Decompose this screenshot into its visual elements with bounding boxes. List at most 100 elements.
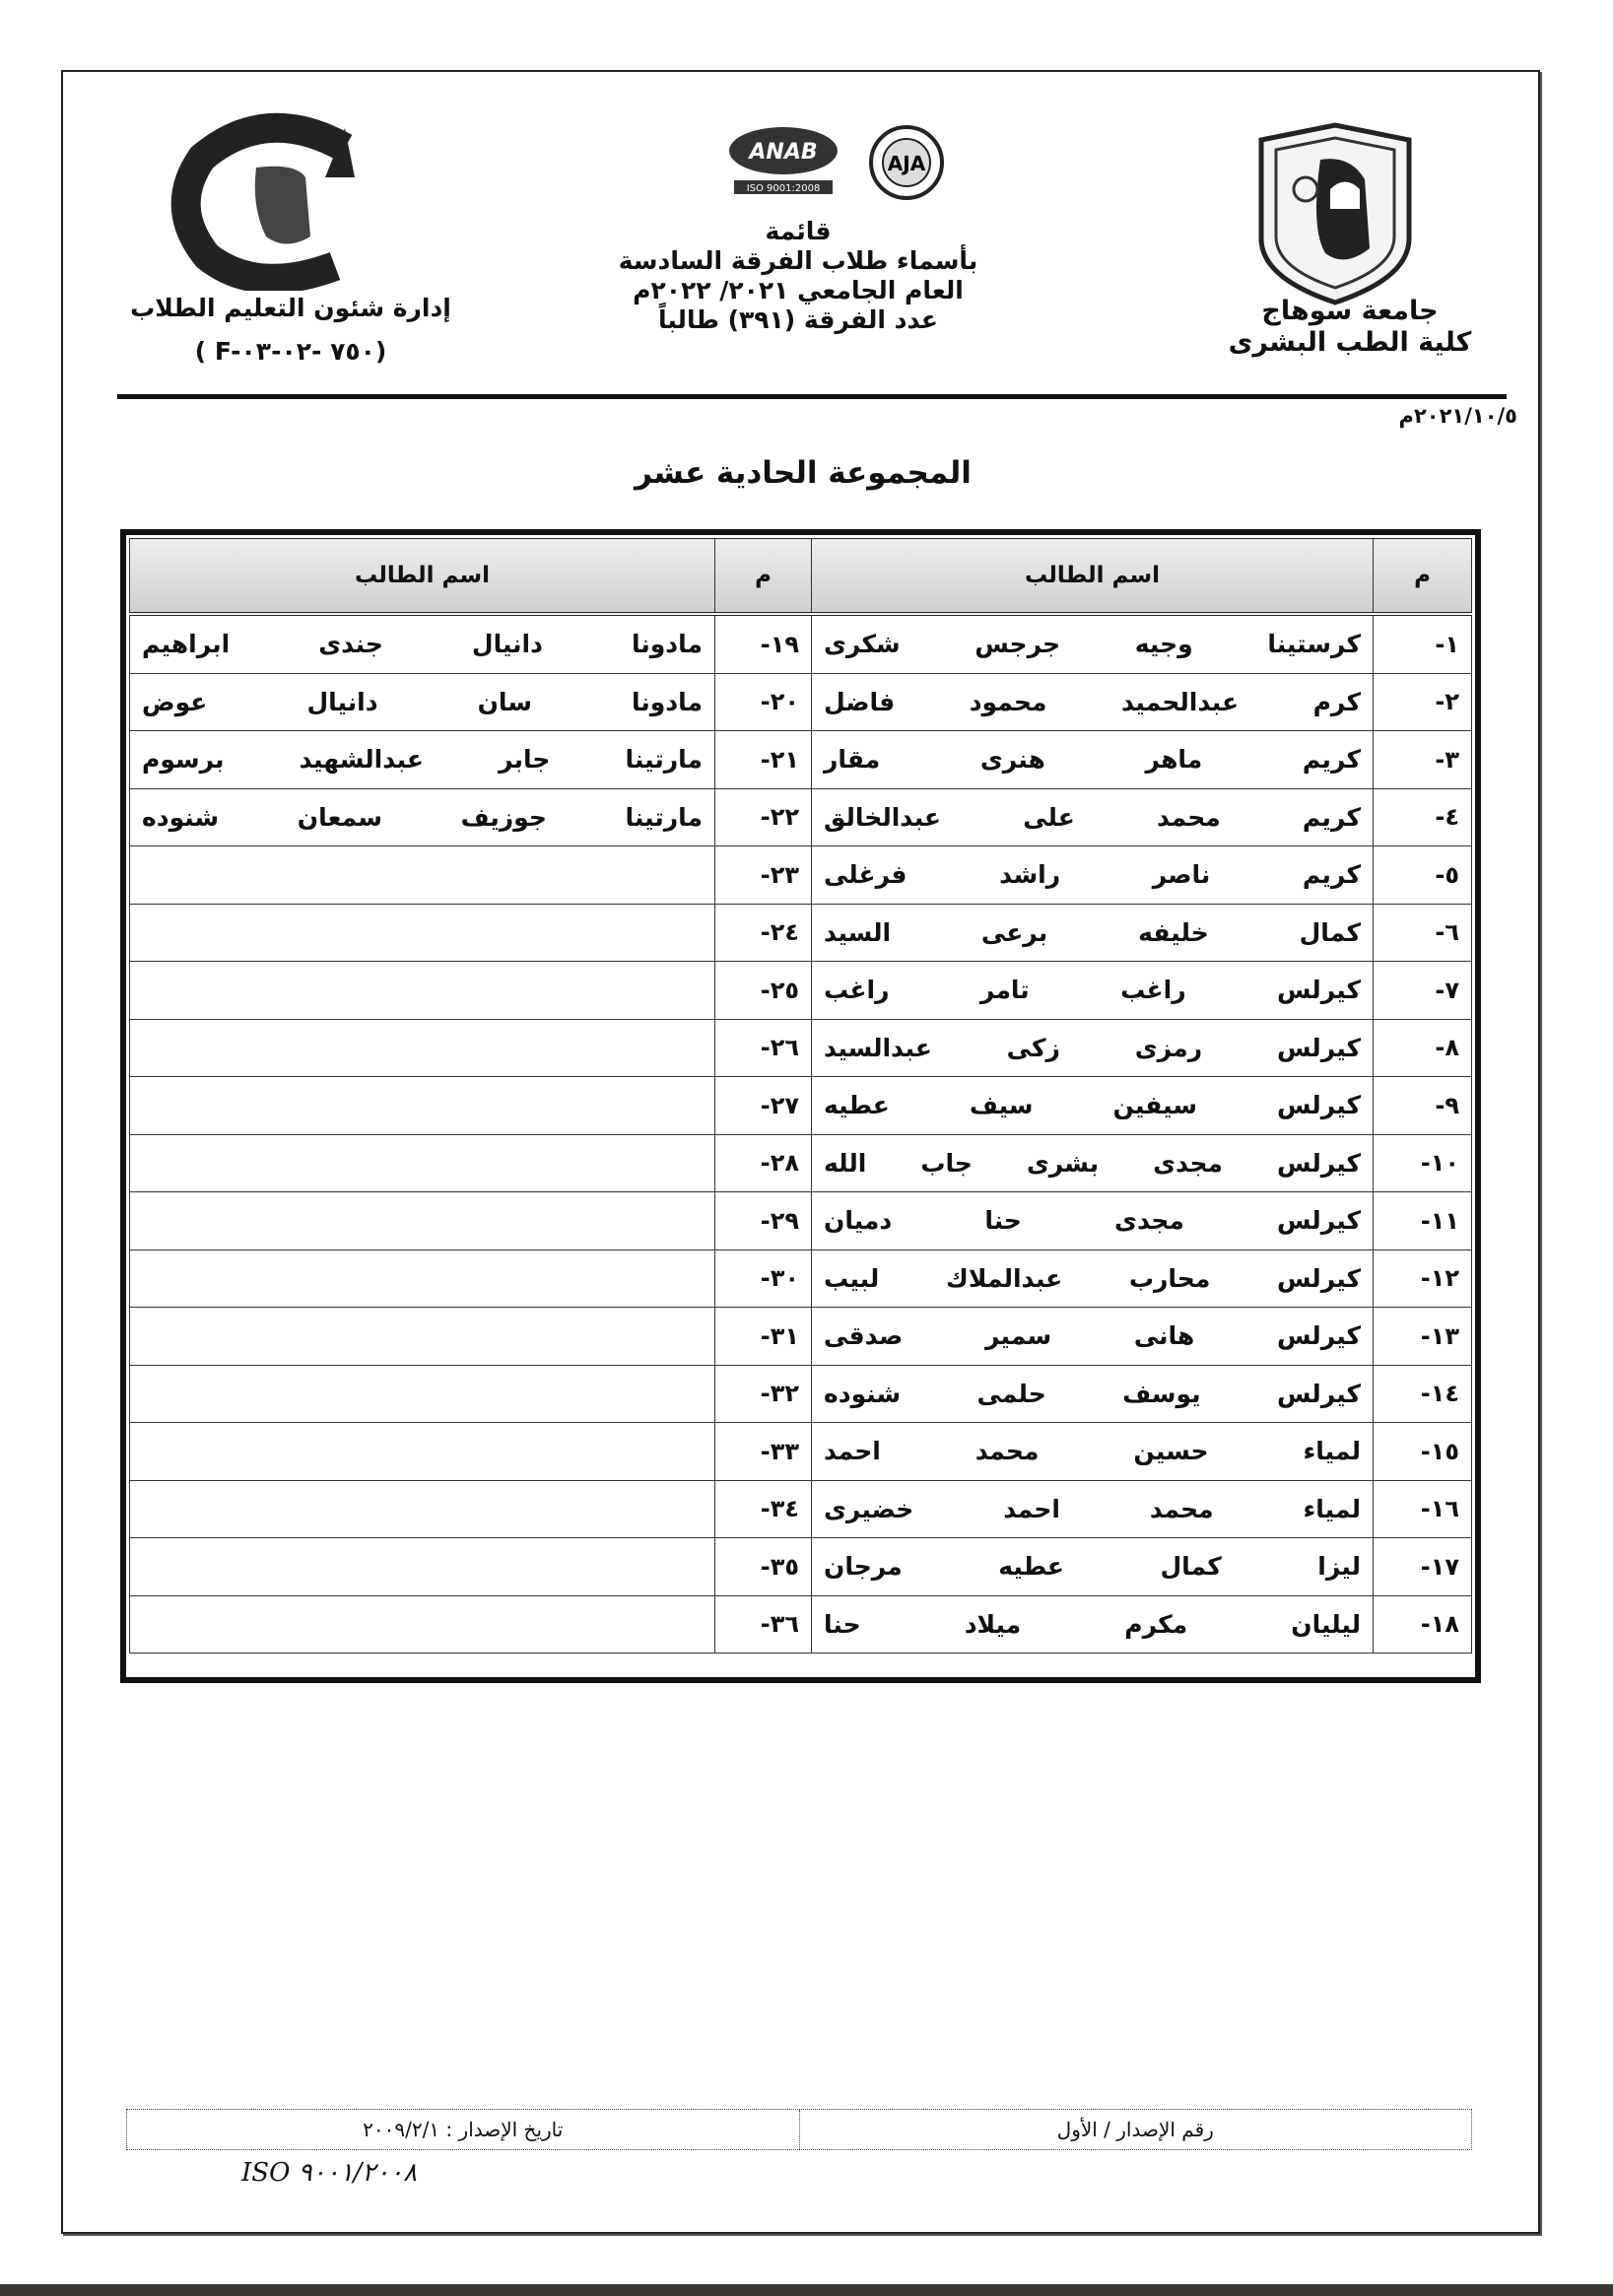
student-name: لمياء محمد احمد خضيرى	[811, 1479, 1374, 1538]
university-name: جامعة سوهاج	[1261, 296, 1439, 326]
student-number: ١٤-	[1373, 1364, 1472, 1423]
student-number: ١٩-	[714, 613, 812, 674]
student-number: ٣٥-	[714, 1537, 812, 1596]
student-name: كرم عبدالحميد محمود فاضل	[811, 672, 1374, 731]
student-number: ٩-	[1373, 1076, 1472, 1135]
issue-number: رقم الإصدار / الأول	[1056, 2118, 1214, 2141]
student-name: كريم ماهر هنرى مقار	[811, 730, 1374, 789]
student-name: مارتينا جابر عبدالشهيد برسوم	[129, 730, 715, 789]
group-title: المجموعة الحادية عشر	[635, 455, 972, 491]
student-name: كريم محمد على عبدالخالق	[811, 787, 1374, 846]
table-row: ١٥- لمياء حسين محمد احمد ٣٣-	[129, 1422, 1472, 1481]
table-row: ١٠- كيرلس مجدى بشرى جاب الله ٢٨-	[129, 1133, 1472, 1192]
column-header-num: م	[1373, 538, 1472, 616]
student-name: لمياء حسين محمد احمد	[811, 1422, 1374, 1481]
document-date: ٢٠٢١/١٠/٥م	[1398, 404, 1517, 428]
student-number: ٣-	[1373, 730, 1472, 789]
student-name	[129, 1191, 715, 1250]
faculty-of-medicine-logo	[170, 112, 355, 291]
student-name	[129, 961, 715, 1020]
university-header: جامعة سوهاج كلية الطب البشرى	[1202, 296, 1498, 360]
table-row: ٦- كمال خليفه برعى السيد ٢٤-	[129, 903, 1472, 962]
student-number: ٨-	[1373, 1018, 1472, 1077]
student-name: كيرلس محارب عبدالملاك لبيب	[811, 1249, 1374, 1308]
student-name: ليزا كمال عطيه مرجان	[811, 1537, 1374, 1596]
anab-iso-text: ISO 9001:2008	[747, 183, 821, 194]
student-number: ٣٤-	[714, 1479, 812, 1538]
student-name	[129, 845, 715, 905]
header-divider	[117, 394, 1507, 399]
student-name: كيرلس مجدى بشرى جاب الله	[811, 1133, 1374, 1192]
table-row: ٥- كريم ناصر راشد فرغلى ٢٣-	[129, 845, 1472, 905]
student-number: ١٥-	[1373, 1422, 1472, 1481]
student-number: ١٣-	[1373, 1307, 1472, 1366]
issue-info-box: رقم الإصدار / الأول تاريخ الإصدار : ٢٠٠٩…	[126, 2109, 1472, 2150]
student-number: ٣١-	[714, 1307, 812, 1366]
student-number: ٣٣-	[714, 1422, 812, 1481]
students-table: م اسم الطالب م اسم الطالب ١- كرستينا وجيه…	[129, 538, 1472, 1654]
student-name	[129, 1364, 715, 1423]
student-number: ٥-	[1373, 845, 1472, 905]
iso-accreditation-logos: ANAB ISO 9001:2008 AJA	[729, 125, 944, 200]
sohag-university-seal-icon	[1258, 122, 1412, 305]
student-number: ٧-	[1373, 961, 1472, 1020]
table-row: ١٨- ليليان مكرم ميلاد حنا ٣٦-	[129, 1594, 1472, 1654]
student-number: ١٨-	[1373, 1594, 1472, 1654]
student-name: كيرلس رمزى زكى عبدالسيد	[811, 1018, 1374, 1077]
student-name: كمال خليفه برعى السيد	[811, 903, 1374, 962]
scan-edge	[0, 2284, 1613, 2296]
form-code: ( F-٧٥٠ -٠٢-٠٣)	[194, 337, 387, 366]
students-table-frame: م اسم الطالب م اسم الطالب ١- كرستينا وجيه…	[120, 529, 1481, 1683]
table-row: ٩- كيرلس سيفين سيف عطيه ٢٧-	[129, 1076, 1472, 1135]
anab-logo-text: ANAB	[747, 140, 817, 165]
issue-date: تاريخ الإصدار : ٢٠٠٩/٢/١	[127, 2110, 800, 2149]
student-name: كيرلس يوسف حلمى شنوده	[811, 1364, 1374, 1423]
student-number: ١٠-	[1373, 1133, 1472, 1192]
student-name: كيرلس راغب تامر راغب	[811, 961, 1374, 1020]
list-label: قائمة	[765, 217, 832, 245]
student-number: ١١-	[1373, 1191, 1472, 1250]
student-number: ٣٦-	[714, 1594, 812, 1654]
student-number: ٤-	[1373, 787, 1472, 846]
table-row: ١٧- ليزا كمال عطيه مرجان ٣٥-	[129, 1537, 1472, 1596]
student-name	[129, 903, 715, 962]
student-number: ٦-	[1373, 903, 1472, 962]
table-row: ٢- كرم عبدالحميد محمود فاضل ٢٠- مادونا سان …	[129, 672, 1472, 731]
student-number: ١٦-	[1373, 1479, 1472, 1538]
table-row: ٤- كريم محمد على عبدالخالق ٢٢- مارتينا جوزي…	[129, 787, 1472, 846]
academic-year: العام الجامعي ٢٠٢١/ ٢٠٢٢م	[633, 276, 964, 304]
list-description: بأسماء طلاب الفرقة السادسة	[618, 246, 978, 275]
student-name	[129, 1133, 715, 1192]
table-row: ١٦- لمياء محمد احمد خضيرى ٣٤-	[129, 1479, 1472, 1538]
student-number: ٢٣-	[714, 845, 812, 905]
student-number: ٣٠-	[714, 1249, 812, 1308]
table-row: ١- كرستينا وجيه جرجس شكرى ١٩- مادونا دانيال…	[129, 613, 1472, 674]
student-number: ٢٥-	[714, 961, 812, 1020]
table-row: ١٤- كيرلس يوسف حلمى شنوده ٣٢-	[129, 1364, 1472, 1423]
column-header-name: اسم الطالب	[129, 538, 715, 616]
student-name: كيرلس مجدى حنا دميان	[811, 1191, 1374, 1250]
student-number: ٢١-	[714, 730, 812, 789]
student-number: ٢٩-	[714, 1191, 812, 1250]
student-number: ٢٧-	[714, 1076, 812, 1135]
student-number: ٢٤-	[714, 903, 812, 962]
student-name: مادونا دانيال جندى ابراهيم	[129, 613, 715, 674]
department-name: إدارة شئون التعليم الطلاب	[130, 294, 451, 322]
student-number: ٢٨-	[714, 1133, 812, 1192]
column-header-num: م	[714, 538, 812, 616]
student-name	[129, 1537, 715, 1596]
list-header: قائمة بأسماء طلاب الفرقة السادسة العام ا…	[552, 217, 1044, 335]
table-row: ٣- كريم ماهر هنرى مقار ٢١- مارتينا جابر عبد…	[129, 730, 1472, 789]
student-name: مارتينا جوزيف سمعان شنوده	[129, 787, 715, 846]
column-header-name: اسم الطالب	[811, 538, 1374, 616]
student-name: ليليان مكرم ميلاد حنا	[811, 1594, 1374, 1654]
student-number: ٢٢-	[714, 787, 812, 846]
student-name	[129, 1249, 715, 1308]
student-number: ٢٦-	[714, 1018, 812, 1077]
table-row: ١٢- كيرلس محارب عبدالملاك لبيب ٣٠-	[129, 1249, 1472, 1308]
student-name	[129, 1018, 715, 1077]
student-name: مادونا سان دانيال عوض	[129, 672, 715, 731]
faculty-name: كلية الطب البشرى	[1228, 327, 1472, 359]
table-row: ٧- كيرلس راغب تامر راغب ٢٥-	[129, 961, 1472, 1020]
table-row: ١١- كيرلس مجدى حنا دميان ٢٩-	[129, 1191, 1472, 1250]
